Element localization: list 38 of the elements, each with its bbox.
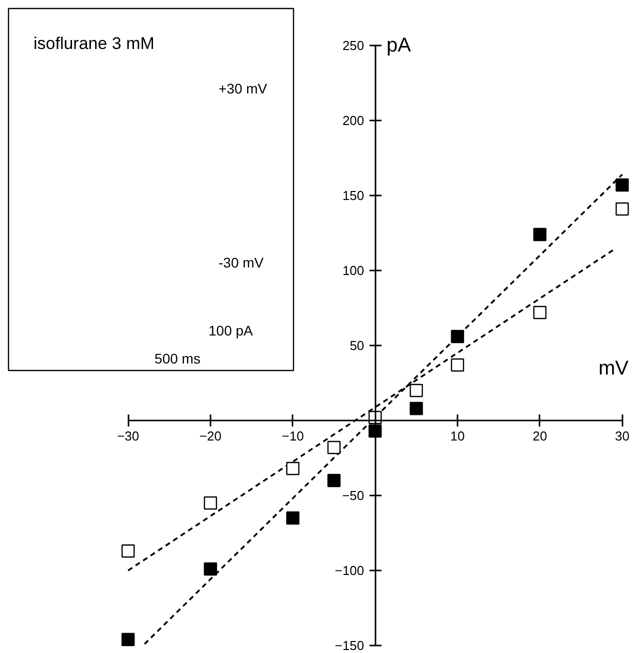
point — [616, 178, 629, 192]
y-tick-label: 100 — [342, 263, 364, 278]
annotation: +30 mV — [218, 80, 268, 96]
y-tick-label: 250 — [342, 38, 364, 53]
point — [204, 562, 218, 576]
point — [533, 306, 546, 320]
x-tick-label: 10 — [450, 428, 465, 444]
point — [410, 384, 423, 398]
point — [122, 632, 135, 646]
point — [410, 402, 423, 416]
x-tick-label: −10 — [282, 428, 304, 444]
point — [286, 462, 300, 476]
y-tick-label: −50 — [342, 488, 364, 503]
x-tick-label: 30 — [614, 428, 630, 444]
y-tick-label: −150 — [334, 638, 364, 653]
y-tick-label: 50 — [350, 338, 364, 353]
annotation: 100 pA — [208, 322, 254, 338]
point — [450, 330, 464, 344]
y-tick-label: −100 — [334, 563, 364, 578]
point — [616, 202, 629, 216]
y-axis-title: pA — [386, 34, 412, 56]
annotation: isoflurane 3 mM — [34, 34, 154, 53]
annotation: -30 mV — [218, 254, 264, 270]
y-tick-label: 200 — [342, 113, 364, 128]
x-tick-label: −30 — [117, 428, 140, 444]
annotation: 500 ms — [154, 350, 200, 366]
y-tick-label: 150 — [342, 188, 364, 203]
x-tick-label: 20 — [532, 428, 548, 444]
point — [450, 358, 464, 372]
point — [327, 440, 341, 454]
x-tick-label: −20 — [199, 428, 222, 444]
point — [368, 424, 382, 438]
point — [204, 496, 218, 510]
x-axis-title: mV — [598, 358, 630, 380]
point — [286, 511, 300, 525]
point — [533, 228, 546, 242]
point — [122, 544, 135, 558]
point — [327, 474, 341, 488]
